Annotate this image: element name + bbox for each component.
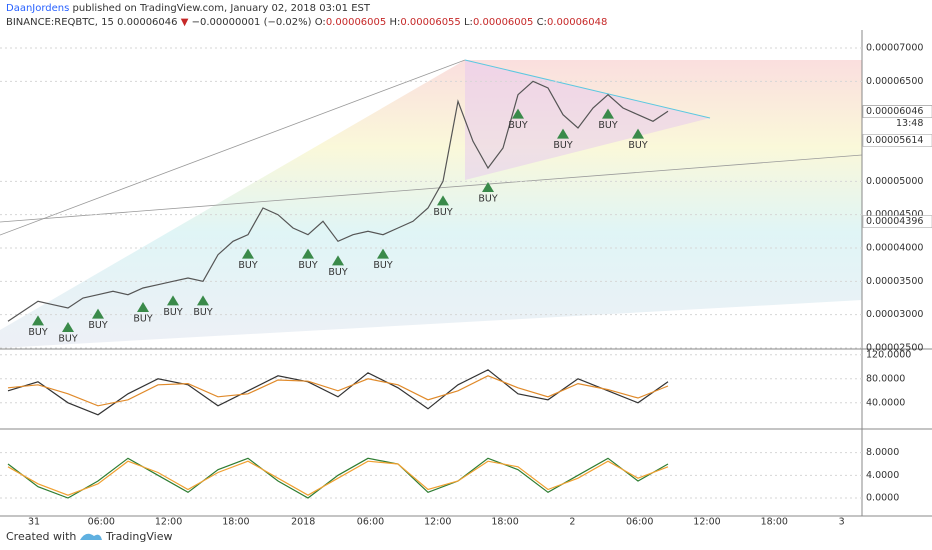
buy-marker: [632, 128, 644, 139]
triangle-pattern: [465, 60, 710, 180]
o-label: O:: [315, 17, 326, 28]
x-tick-label: 12:00: [693, 517, 720, 528]
h-label: H:: [389, 17, 400, 28]
last: 0.00006046: [117, 17, 177, 28]
c: 0.00006048: [547, 17, 607, 28]
y-tick-label: 40.0000: [866, 397, 905, 408]
buy-marker: [482, 182, 494, 192]
footer-created: Created with: [6, 530, 76, 543]
x-tick-label: 18:00: [491, 517, 518, 528]
published: published on TradingView.com, January 02…: [73, 3, 371, 14]
symbol: BINANCE:REQBTC, 15: [6, 17, 114, 28]
symbol-line: BINANCE:REQBTC, 15 0.00006046 ▼ −0.00000…: [6, 17, 607, 28]
buy-label: BUY: [193, 307, 212, 318]
x-tick-label: 06:00: [626, 517, 653, 528]
buy-label: BUY: [373, 260, 392, 271]
x-tick-label: 12:00: [155, 517, 182, 528]
x-tick-label: 18:00: [222, 517, 249, 528]
h: 0.00006055: [400, 17, 460, 28]
buy-marker: [302, 248, 314, 259]
x-tick-label: 2018: [291, 517, 315, 528]
buy-label: BUY: [478, 194, 497, 205]
buy-label: BUY: [553, 140, 572, 151]
pattern-line: [464, 59, 711, 119]
l: 0.00006005: [473, 17, 533, 28]
y-tick-label: 0.00003500: [866, 276, 923, 287]
footer-brand: TradingView: [105, 530, 172, 543]
buy-marker: [197, 295, 209, 306]
x-tick-label: 2: [569, 517, 575, 528]
x-tick-label: 3: [839, 517, 845, 528]
buy-label: BUY: [58, 334, 77, 345]
price-tag: [862, 134, 932, 147]
footer: Created with TradingView: [6, 530, 172, 543]
trend-line: [0, 59, 466, 236]
price-tag-label: 0.00005614: [866, 135, 923, 146]
logo: [80, 533, 102, 540]
y-tick-label: 8.0000: [866, 447, 899, 458]
buy-label: BUY: [28, 327, 47, 338]
buy-marker: [62, 322, 74, 332]
buy-label: BUY: [598, 120, 617, 131]
y-tick-label: 0.00002500: [866, 343, 923, 354]
buy-label: BUY: [433, 207, 452, 218]
y-tick-label: 80.0000: [866, 373, 905, 384]
l-label: L:: [464, 17, 473, 28]
buy-label: BUY: [163, 307, 182, 318]
author: DaanJordens: [6, 3, 69, 14]
arrow: ▼: [181, 17, 189, 28]
buy-marker: [437, 195, 449, 206]
y-tick-label: 4.0000: [866, 470, 899, 481]
buy-label: BUY: [508, 120, 527, 131]
series-line: [7, 375, 669, 407]
buy-marker: [92, 308, 104, 319]
price-tag-label: 0.00004396: [866, 216, 923, 227]
buy-marker: [332, 255, 344, 266]
buy-label: BUY: [88, 320, 107, 331]
buy-marker: [32, 315, 44, 326]
series-line: [7, 457, 669, 499]
y-tick-label: 0.00005000: [866, 176, 923, 187]
y-tick-label: 0.00007000: [866, 43, 923, 54]
x-tick-label: 06:00: [88, 517, 115, 528]
buy-marker: [137, 302, 149, 312]
y-tick-label: 0.00003000: [866, 309, 923, 320]
price-tag-label: 0.00006046: [866, 106, 923, 117]
x-tick-label: 31: [28, 517, 40, 528]
y-tick-label: 0.0000: [866, 493, 899, 504]
buy-marker: [377, 248, 389, 259]
y-tick-label: 120.0000: [866, 349, 911, 360]
x-tick-label: 18:00: [761, 517, 788, 528]
buy-label: BUY: [133, 314, 152, 325]
countdown: 13:48: [896, 118, 923, 129]
buy-marker: [512, 108, 524, 119]
y-tick-label: 0.00006500: [866, 76, 923, 87]
trend-line: [0, 154, 863, 223]
buy-label: BUY: [298, 260, 317, 271]
header: DaanJordens published on TradingView.com…: [6, 3, 371, 14]
buy-marker: [602, 108, 614, 119]
y-tick-label: 0.00004500: [866, 209, 923, 220]
price-tag: [862, 105, 932, 118]
change: −0.00000001 (−0.02%): [192, 17, 312, 28]
o: 0.00006005: [326, 17, 386, 28]
buy-marker: [242, 248, 254, 259]
buy-marker: [557, 128, 569, 139]
series-line: [7, 460, 669, 496]
series-line: [7, 80, 669, 322]
c-label: C:: [537, 17, 547, 28]
price-tag: [862, 215, 932, 228]
x-tick-label: 06:00: [357, 517, 384, 528]
buy-marker: [167, 295, 179, 306]
buy-label: BUY: [238, 260, 257, 271]
x-tick-label: 12:00: [424, 517, 451, 528]
y-tick-label: 0.00004000: [866, 243, 923, 254]
buy-label: BUY: [628, 140, 647, 151]
buy-label: BUY: [328, 267, 347, 278]
